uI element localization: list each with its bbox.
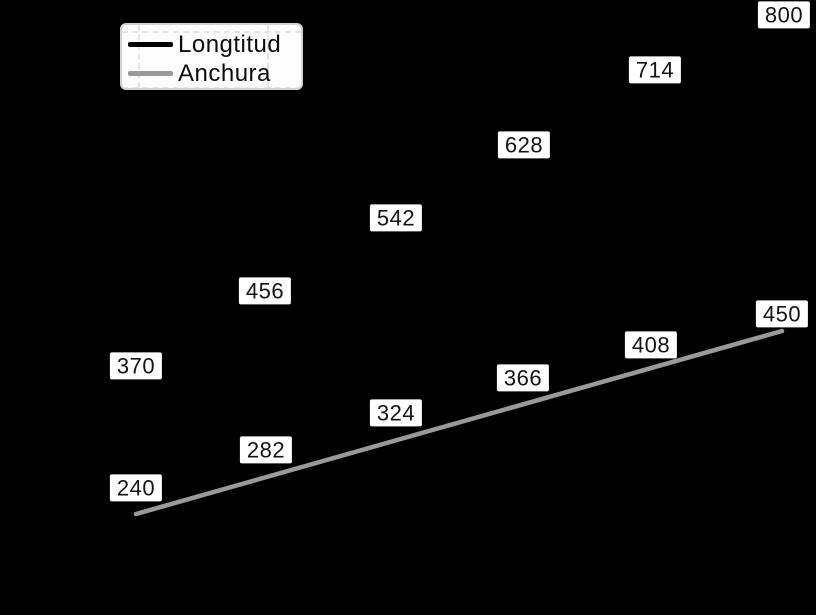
- gridline-dashed-horizontal: [122, 31, 301, 33]
- anchura-line: [133, 328, 785, 517]
- legend-label-anchura: Anchura: [178, 59, 271, 87]
- gridline-dashed-vertical: [267, 25, 269, 88]
- data-label: 456: [238, 277, 292, 305]
- legend-item-longtitud: Longtitud: [128, 30, 295, 59]
- data-label: 240: [109, 474, 163, 502]
- legend-item-anchura: Anchura: [128, 59, 295, 88]
- data-label: 408: [624, 331, 678, 359]
- data-label: 366: [496, 364, 550, 392]
- legend: Longtitud Anchura: [120, 23, 303, 90]
- longtitud-line-swatch: [128, 42, 173, 47]
- gridline-dashed-vertical: [138, 25, 140, 88]
- data-label: 800: [757, 1, 811, 29]
- data-label: 282: [239, 436, 293, 464]
- data-label: 714: [628, 56, 682, 84]
- data-label: 542: [369, 204, 423, 232]
- data-label: 324: [369, 399, 423, 427]
- data-label: 370: [109, 352, 163, 380]
- data-label: 450: [755, 300, 809, 328]
- longtitud-line: [133, 38, 787, 395]
- gridline-dashed-horizontal: [122, 87, 301, 88]
- anchura-line-swatch: [128, 71, 173, 76]
- data-label: 628: [497, 131, 551, 159]
- legend-label-longtitud: Longtitud: [178, 30, 282, 58]
